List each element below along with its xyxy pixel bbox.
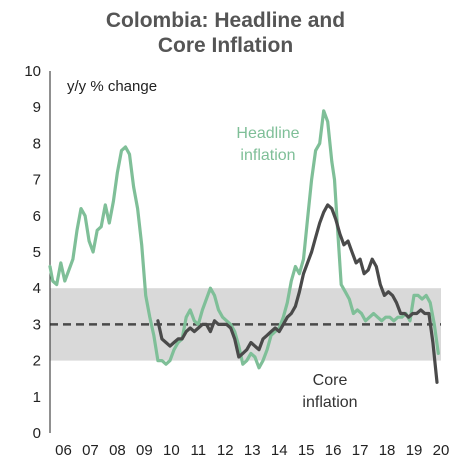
series-line-core	[156, 203, 439, 384]
chart-title: Colombia: Headline and Core Inflation	[0, 8, 451, 58]
y-tick-label: 1	[33, 389, 41, 406]
series-line-headline	[48, 109, 440, 370]
y-tick-label: 5	[33, 244, 41, 261]
y-tick-label: 4	[33, 280, 41, 297]
x-tick-label: 18	[379, 442, 396, 459]
x-tick-label: 13	[244, 442, 261, 459]
chart-title-line-2: Core Inflation	[157, 34, 294, 57]
x-tick-label: 09	[136, 442, 153, 459]
y-tick-label: 8	[33, 135, 41, 152]
y-tick-label: 0	[33, 425, 41, 442]
y-tick-label: 6	[33, 208, 41, 225]
y-tick-label: 2	[33, 353, 41, 370]
core-annotation-line-1: Core	[313, 372, 348, 389]
x-tick-labels: 06 07 08 09 10 11 12 13 14 15 16 17 18 19 20	[55, 442, 449, 459]
x-tick-label: 15	[298, 442, 315, 459]
x-tick-label: 17	[352, 442, 369, 459]
x-tick-label: 08	[109, 442, 126, 459]
headline-annotation-line-2: inflation	[240, 147, 295, 164]
x-tick-label: 20	[433, 442, 450, 459]
headline-annotation-line-1: Headline	[236, 125, 299, 142]
core-annotation: Core inflation	[302, 372, 357, 411]
x-tick-label: 07	[82, 442, 99, 459]
y-tick-label: 9	[33, 99, 41, 116]
chart-title-line-1: Colombia: Headline and	[105, 9, 346, 32]
series-lines	[48, 109, 440, 384]
y-tick-labels: 0 1 2 3 4 5 6 7 8 9 10	[24, 63, 41, 442]
x-tick-label: 19	[406, 442, 423, 459]
y-axis-label: y/y % change	[67, 78, 157, 95]
x-tick-label: 14	[271, 442, 288, 459]
x-tick-label: 12	[217, 442, 234, 459]
y-tick-label: 3	[33, 316, 41, 333]
x-tick-label: 06	[55, 442, 72, 459]
headline-annotation: Headline inflation	[236, 125, 299, 164]
y-tick-label: 10	[24, 63, 41, 80]
core-annotation-line-2: inflation	[302, 394, 357, 411]
x-tick-label: 10	[163, 442, 180, 459]
y-tick-label: 7	[33, 172, 41, 189]
x-tick-label: 11	[191, 442, 207, 459]
x-tick-label: 16	[325, 442, 342, 459]
